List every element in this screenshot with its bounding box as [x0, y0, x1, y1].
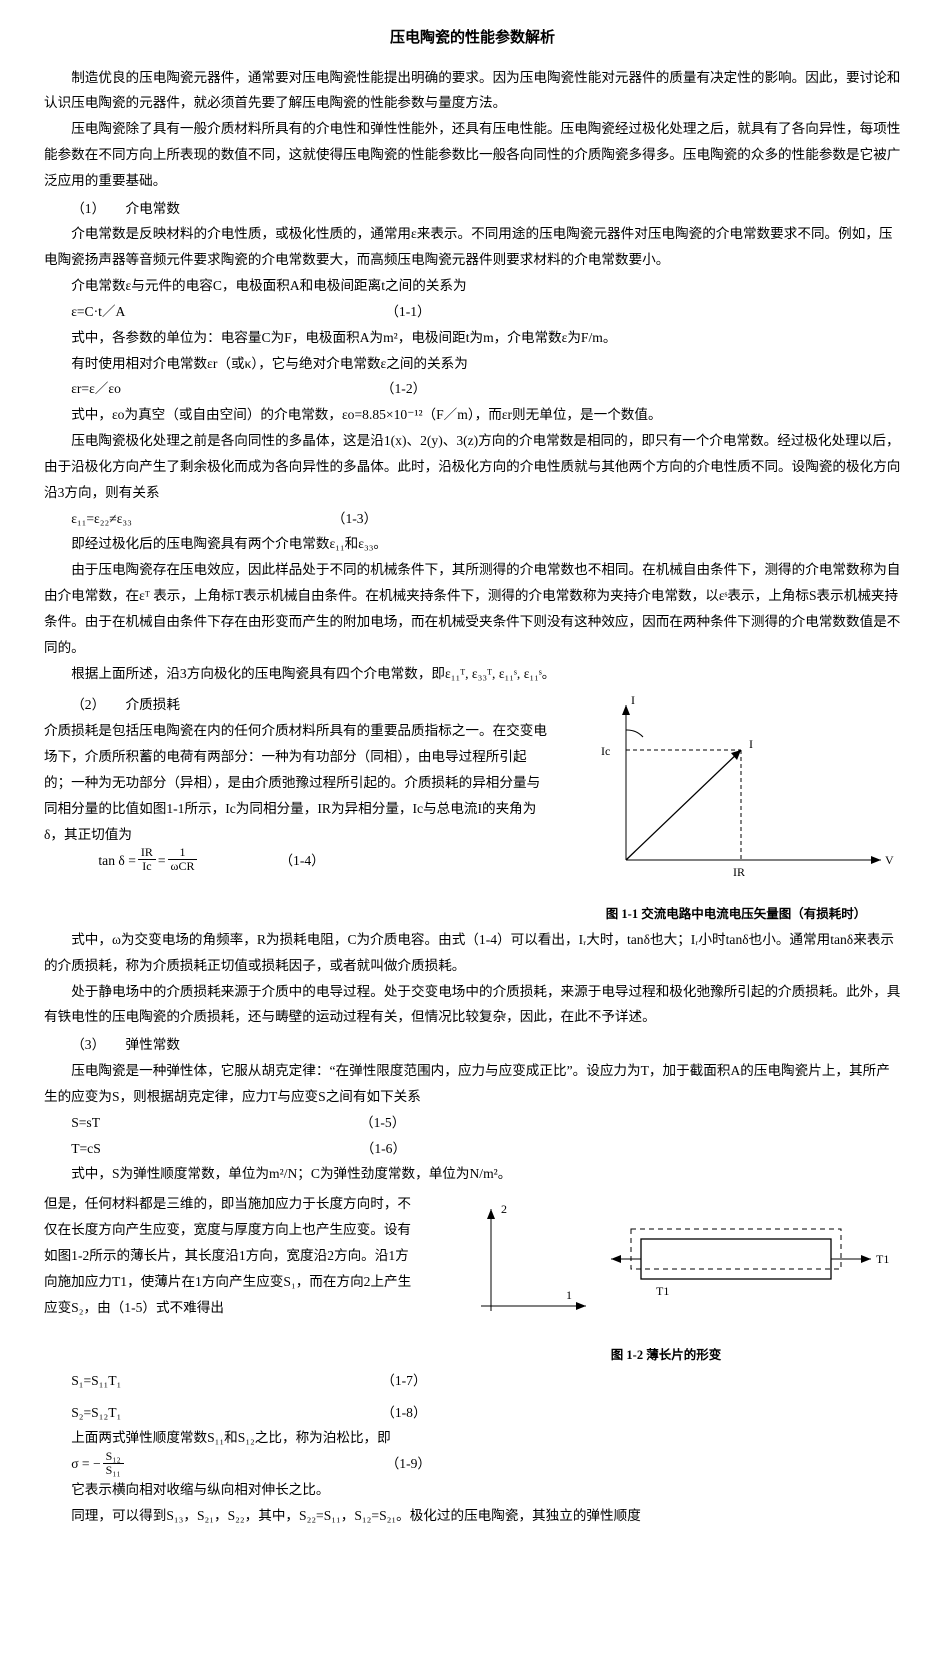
equation-1-9-prefix: σ = −: [71, 1451, 100, 1477]
fig11-label-I: I: [749, 737, 753, 751]
equation-1-4-number: （1-4）: [199, 848, 324, 874]
section-2-explain: 式中，ω为交变电场的角频率，R为损耗电阻，C为介质电容。由式（1-4）可以看出，…: [44, 927, 901, 979]
figure-1-2-caption: 图 1-2 薄长片的形变: [431, 1344, 901, 1368]
equation-1-7-number: （1-7）: [121, 1368, 426, 1394]
figure-1-1: I V Ic IR I 图 1-1 交流电路中电流电压矢量图（有损耗时）: [571, 690, 901, 927]
equation-1-2-number: （1-2）: [121, 376, 426, 402]
equation-1-7: S₁=S₁₁T₁ （1-7）: [44, 1368, 901, 1394]
equation-1-8-body: S₂=S₁₂T₁: [44, 1400, 121, 1426]
fig11-label-IR: IR: [733, 865, 745, 879]
equation-1-6: T=cS （1-6）: [44, 1136, 901, 1162]
section-3-units: 式中，S为弹性顺度常数，单位为m²/N；C为弹性劲度常数，单位为N/m²。: [44, 1161, 901, 1187]
equation-1-4-prefix: tan δ =: [98, 848, 135, 874]
equation-1-3-body: ε₁₁=ε₂₂≠ε₃₃: [44, 506, 132, 532]
equation-1-1: ε=C·t／A （1-1）: [44, 299, 901, 325]
equation-1-9: σ = − S₁₂ S₁₁ （1-9）: [44, 1451, 901, 1477]
eq14-frac2-num: 1: [168, 846, 198, 860]
equation-1-9-number: （1-9）: [126, 1451, 431, 1477]
equation-1-5-body: S=sT: [44, 1110, 100, 1136]
equation-1-8-number: （1-8）: [121, 1400, 426, 1426]
intro-paragraph-2: 压电陶瓷除了具有一般介质材料所具有的介电性和弹性性能外，还具有压电性能。压电陶瓷…: [44, 116, 901, 193]
section-1-eq11-units: 式中，各参数的单位为：电容量C为F，电极面积A为m²，电极间距t为m，介电常数ε…: [44, 325, 901, 351]
equation-1-3-number: （1-3）: [132, 506, 377, 532]
eq14-frac1-den: Ic: [138, 860, 156, 873]
fig12-label-T1R: T1: [876, 1252, 889, 1266]
section-1-heading: （1） 介电常数: [44, 196, 901, 222]
figure-1-1-caption: 图 1-1 交流电路中电流电压矢量图（有损耗时）: [571, 903, 901, 927]
fig11-label-Ic: Ic: [601, 744, 610, 758]
figure-1-1-svg: I V Ic IR I: [601, 693, 894, 879]
eq14-frac1-num: IR: [138, 846, 156, 860]
section-1-four-constants: 根据上面所述，沿3方向极化的压电陶瓷具有四个介电常数，即ε₁₁ᵀ, ε₃₃ᵀ, …: [44, 661, 901, 687]
equation-1-5-number: （1-5）: [100, 1110, 405, 1136]
equation-1-1-number: （1-1）: [125, 299, 430, 325]
equation-1-6-body: T=cS: [44, 1136, 101, 1162]
equation-1-5: S=sT （1-5）: [44, 1110, 901, 1136]
section-2-sources: 处于静电场中的介质损耗来源于介质中的电导过程。处于交变电场中的介质损耗，来源于电…: [44, 979, 901, 1031]
equation-1-8: S₂=S₁₂T₁ （1-8）: [44, 1400, 901, 1426]
equation-1-1-body: ε=C·t／A: [44, 299, 125, 325]
section-1-two-constants: 即经过极化后的压电陶瓷具有两个介电常数ε₁₁和ε₃₃。: [44, 531, 901, 557]
section-3-tail: 同理，可以得到S₁₃，S₂₁，S₂₂，其中，S₂₂=S₁₁，S₁₂=S₂₁。极化…: [44, 1503, 901, 1529]
section-2-paragraph: 介质损耗是包括压电陶瓷在内的任何介质材料所具有的重要品质指标之一。在交变电场下，…: [44, 718, 553, 847]
section-1-anisotropy: 压电陶瓷极化处理之前是各向同性的多晶体，这是沿1(x)、2(y)、3(z)方向的…: [44, 428, 901, 505]
section-1-lead-eq11: 介电常数ε与元件的电容C，电极面积A和电极间距离t之间的关系为: [44, 273, 901, 299]
fig12-label-2: 2: [501, 1202, 507, 1216]
eq14-frac2-den: ωCR: [168, 860, 198, 873]
equation-1-4: tan δ = IR Ic = 1 ωCR （1-4）: [44, 847, 553, 873]
equation-1-4-frac2: 1 ωCR: [166, 846, 200, 872]
equation-1-2-body: εr=ε／εo: [44, 376, 121, 402]
equation-1-7-body: S₁=S₁₁T₁: [44, 1368, 121, 1394]
eq19-num: S₁₂: [103, 1450, 124, 1464]
fig11-label-V: V: [885, 853, 894, 867]
equation-1-2: εr=ε／εo （1-2）: [44, 376, 901, 402]
section-3-hooke: 压电陶瓷是一种弹性体，它服从胡克定律：“在弹性限度范围内，应力与应变成正比”。设…: [44, 1058, 901, 1110]
figure-1-2: 2 1 T1 T1 图 1-2 薄长片的形变: [431, 1191, 901, 1368]
section-3-3d: 但是，任何材料都是三维的，即当施加应力于长度方向时，不仅在长度方向产生应变，宽度…: [44, 1191, 413, 1320]
section-2-heading: （2） 介质损耗: [44, 692, 553, 718]
section-1-free-clamped: 由于压电陶瓷存在压电效应，因此样品处于不同的机械条件下，其所测得的介电常数也不相…: [44, 557, 901, 660]
section-1-paragraph: 介电常数是反映材料的介电性质，或极化性质的，通常用ε来表示。不同用途的压电陶瓷元…: [44, 221, 901, 273]
intro-paragraph-1: 制造优良的压电陶瓷元器件，通常要对压电陶瓷性能提出明确的要求。因为压电陶瓷性能对…: [44, 65, 901, 117]
fig12-label-1: 1: [566, 1288, 572, 1302]
doc-title: 压电陶瓷的性能参数解析: [44, 24, 901, 53]
section-3-heading: （3） 弹性常数: [44, 1032, 901, 1058]
fig12-label-T1L: T1: [656, 1284, 669, 1298]
section-1-eps0-note: 式中，εo为真空（或自由空间）的介电常数，εo=8.85×10⁻¹²（F／m），…: [44, 402, 901, 428]
equation-1-3: ε₁₁=ε₂₂≠ε₃₃ （1-3）: [44, 506, 901, 532]
section-3-poisson-meaning: 它表示横向相对收缩与纵向相对伸长之比。: [44, 1477, 901, 1503]
fig11-label-Iaxis: I: [631, 693, 635, 707]
equation-1-4-mid: =: [158, 848, 166, 874]
eq19-den: S₁₁: [103, 1464, 124, 1477]
section-3-poisson-intro: 上面两式弹性顺度常数S₁₁和S₁₂之比，称为泊松比，即: [44, 1425, 901, 1451]
equation-1-6-number: （1-6）: [101, 1136, 406, 1162]
section-1-lead-eq12: 有时使用相对介电常数εr（或κ），它与绝对介电常数ε之间的关系为: [44, 351, 901, 377]
equation-1-9-frac: S₁₂ S₁₁: [101, 1450, 126, 1476]
figure-1-2-svg: 2 1 T1 T1: [481, 1202, 889, 1311]
equation-1-4-frac1: IR Ic: [136, 846, 158, 872]
